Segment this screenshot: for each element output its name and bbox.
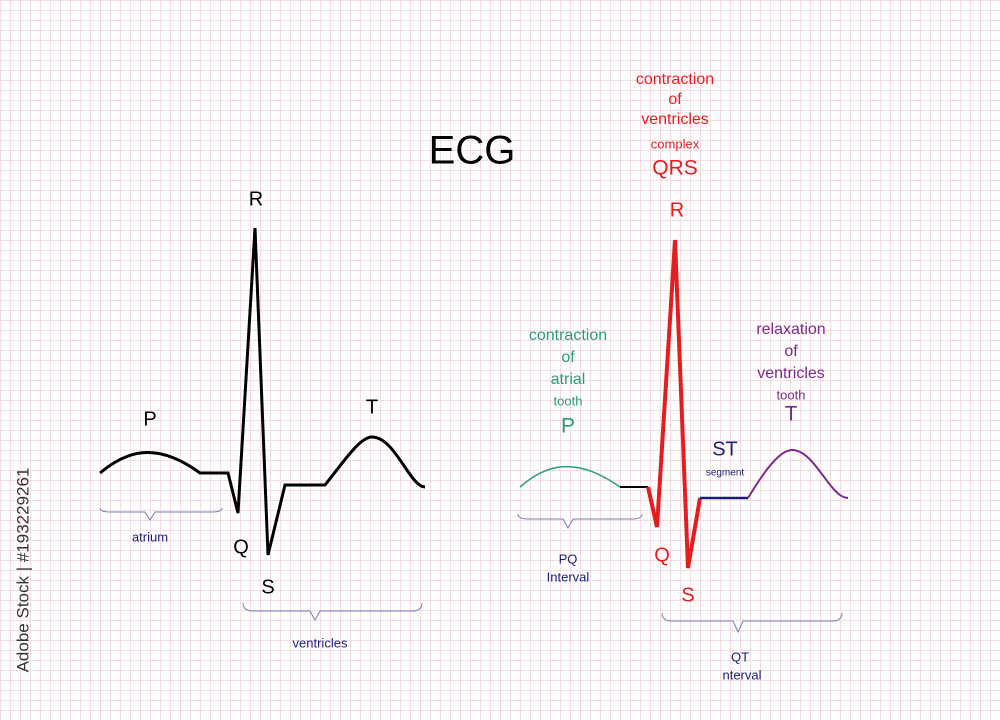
label: S bbox=[681, 584, 694, 606]
label: QT bbox=[731, 649, 749, 664]
caption: of bbox=[668, 91, 682, 108]
label: R bbox=[249, 188, 263, 210]
caption: of bbox=[784, 343, 798, 360]
label: P bbox=[561, 415, 575, 438]
ecg-trace bbox=[99, 227, 426, 556]
p-wave bbox=[519, 465, 621, 488]
caption: contraction bbox=[636, 71, 714, 88]
caption: atrial bbox=[551, 371, 586, 388]
bracket bbox=[242, 602, 423, 622]
label: S bbox=[261, 576, 274, 598]
bracket bbox=[99, 507, 223, 521]
bracket bbox=[517, 513, 643, 530]
label: R bbox=[670, 199, 684, 221]
label: Interval bbox=[547, 569, 590, 584]
label: P bbox=[143, 408, 156, 430]
label: atrium bbox=[132, 529, 168, 544]
title: ECG bbox=[429, 129, 516, 173]
watermark: Adobe Stock | #193229261 bbox=[13, 468, 32, 673]
label: ventricles bbox=[293, 635, 348, 650]
bracket bbox=[661, 612, 843, 634]
label: PQ bbox=[559, 551, 578, 566]
caption: complex bbox=[651, 136, 700, 151]
caption: ventricles bbox=[757, 365, 825, 382]
label: Q bbox=[654, 544, 670, 566]
label: T bbox=[366, 396, 378, 418]
label: ST bbox=[712, 438, 738, 460]
caption: tooth bbox=[554, 393, 583, 408]
caption: segment bbox=[706, 468, 745, 479]
label: T bbox=[785, 403, 798, 426]
qrs-complex bbox=[646, 239, 702, 569]
label: Q bbox=[233, 536, 249, 558]
caption: relaxation bbox=[756, 321, 825, 338]
caption: contraction bbox=[529, 327, 607, 344]
caption: tooth bbox=[777, 387, 806, 402]
caption: ventricles bbox=[641, 111, 709, 128]
t-wave bbox=[747, 448, 849, 499]
label: QRS bbox=[652, 157, 698, 180]
label: nterval bbox=[722, 667, 761, 682]
caption: of bbox=[561, 349, 575, 366]
